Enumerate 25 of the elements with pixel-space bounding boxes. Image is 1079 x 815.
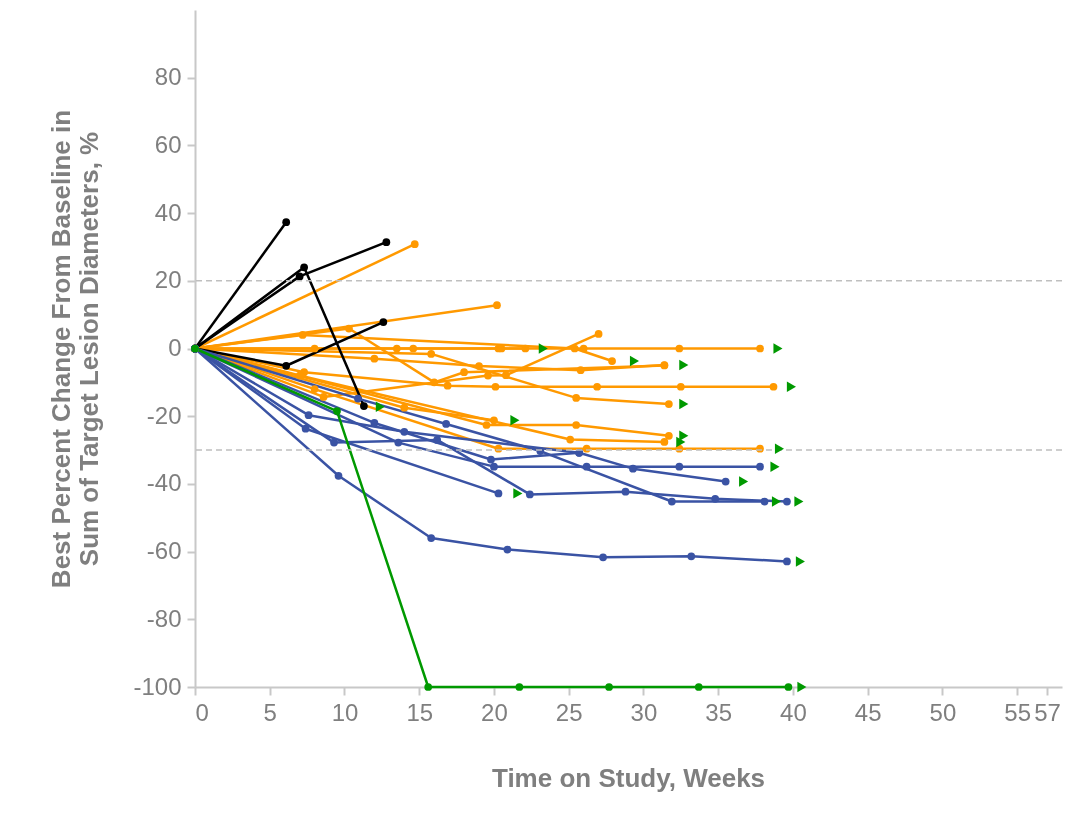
x-tick-label: 40 <box>780 698 807 726</box>
x-axis-title: Time on Study, Weeks <box>491 762 766 793</box>
y-tick-label: -100 <box>133 672 182 700</box>
x-tick-label: 20 <box>481 698 508 726</box>
x-tick-label: 0 <box>195 698 209 726</box>
y-tick-label: -20 <box>146 401 182 429</box>
x-tick-label: 55 <box>1004 698 1032 726</box>
x-tick-label: 45 <box>854 698 882 726</box>
y-tick-label: 60 <box>154 130 182 158</box>
y-tick-label: -60 <box>146 537 182 565</box>
y-tick-label: 20 <box>154 266 182 294</box>
x-tick-label: 35 <box>705 698 733 726</box>
x-tick-label: 57 <box>1034 698 1061 726</box>
x-tick-label: 25 <box>555 698 583 726</box>
x-tick-label: 30 <box>630 698 658 726</box>
x-tick-label: 5 <box>263 698 277 726</box>
y-tick-label: 40 <box>154 198 182 226</box>
x-tick-label: 10 <box>331 698 359 726</box>
y-tick-label: 80 <box>154 63 182 91</box>
y-tick-label: -40 <box>146 469 182 497</box>
y-tick-label: -80 <box>146 604 182 632</box>
x-tick-label: 50 <box>929 698 957 726</box>
y-tick-label: 0 <box>168 334 182 361</box>
x-tick-label: 15 <box>406 698 434 726</box>
y-axis-title: Best Percent Change From Baseline in Sum of Target Lesion Diameters, % <box>46 109 105 589</box>
